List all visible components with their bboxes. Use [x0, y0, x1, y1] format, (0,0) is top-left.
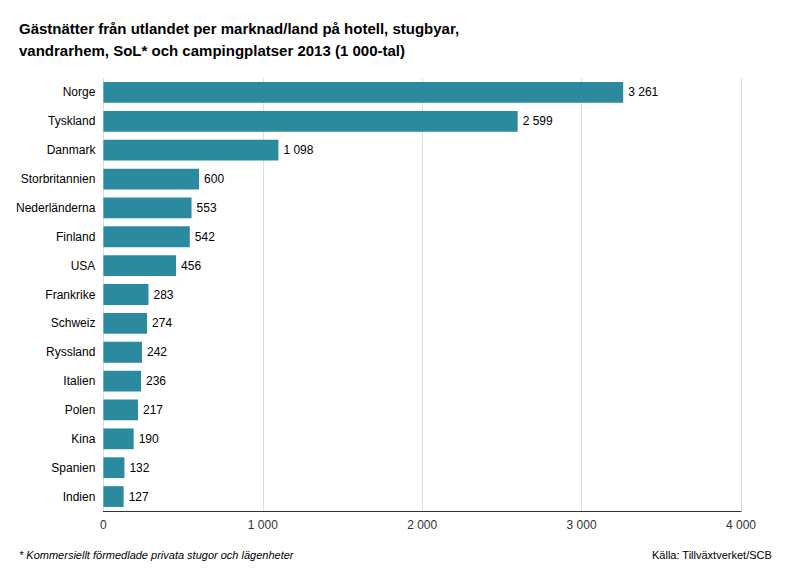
svg-text:132: 132 — [129, 461, 149, 475]
svg-text:Frankrike: Frankrike — [45, 288, 95, 302]
svg-text:Norge: Norge — [63, 85, 96, 99]
svg-text:190: 190 — [139, 432, 159, 446]
svg-text:553: 553 — [197, 201, 217, 215]
svg-text:1 000: 1 000 — [248, 518, 278, 532]
svg-text:Indien: Indien — [63, 490, 96, 504]
svg-text:USA: USA — [71, 259, 96, 273]
svg-text:Finland: Finland — [56, 230, 95, 244]
svg-text:Polen: Polen — [65, 403, 96, 417]
svg-text:242: 242 — [147, 345, 167, 359]
svg-text:600: 600 — [204, 172, 224, 186]
svg-text:2 599: 2 599 — [523, 114, 553, 128]
svg-text:Källa: Tillväxtverket/SCB: Källa: Tillväxtverket/SCB — [652, 549, 772, 561]
svg-text:2 000: 2 000 — [407, 518, 437, 532]
svg-text:456: 456 — [181, 259, 201, 273]
svg-text:274: 274 — [152, 316, 172, 330]
svg-text:Tyskland: Tyskland — [48, 114, 95, 128]
svg-text:0: 0 — [100, 518, 107, 532]
svg-text:Spanien: Spanien — [51, 461, 95, 475]
svg-text:1 098: 1 098 — [283, 143, 313, 157]
svg-text:542: 542 — [195, 230, 215, 244]
svg-text:Storbritannien: Storbritannien — [21, 172, 96, 186]
svg-text:Nederländerna: Nederländerna — [16, 201, 96, 215]
svg-text:Italien: Italien — [63, 374, 95, 388]
svg-text:3 000: 3 000 — [567, 518, 597, 532]
svg-text:127: 127 — [129, 490, 149, 504]
svg-text:Gästnätter från utlandet per m: Gästnätter från utlandet per marknad/lan… — [19, 20, 459, 37]
svg-text:4 000: 4 000 — [726, 518, 756, 532]
svg-text:Kina: Kina — [71, 432, 95, 446]
svg-text:Danmark: Danmark — [47, 143, 97, 157]
svg-text:Schweiz: Schweiz — [51, 316, 96, 330]
svg-text:vandrarhem, SoL* och campingpl: vandrarhem, SoL* och campingplatser 2013… — [19, 42, 405, 59]
svg-text:3 261: 3 261 — [628, 85, 658, 99]
svg-text:* Kommersiellt förmedlade priv: * Kommersiellt förmedlade privata stugor… — [19, 549, 295, 561]
svg-text:Ryssland: Ryssland — [46, 345, 95, 359]
svg-text:236: 236 — [146, 374, 166, 388]
svg-text:283: 283 — [153, 288, 173, 302]
svg-text:217: 217 — [143, 403, 163, 417]
